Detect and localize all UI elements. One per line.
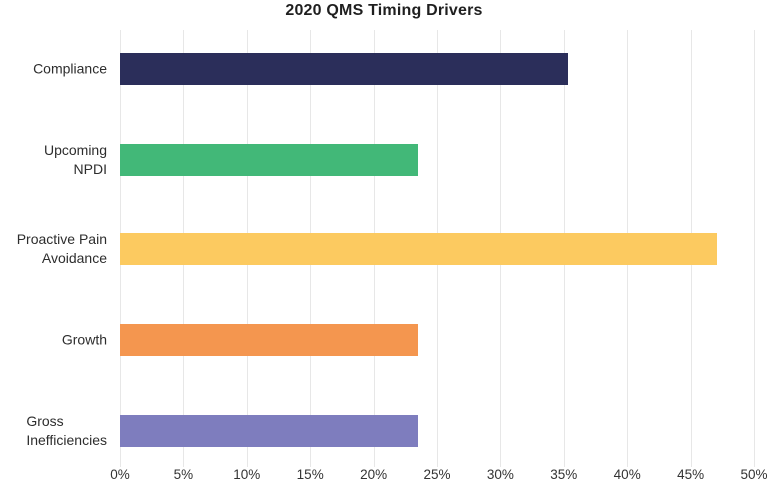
x-tick-label: 5% (173, 467, 194, 482)
x-tick-label: 30% (486, 467, 514, 482)
bar-upcoming-npdi (120, 144, 418, 176)
category-label: Compliance (33, 60, 107, 77)
bar-growth (120, 324, 418, 356)
category-label: Growth (61, 331, 107, 348)
x-tick-label: 35% (550, 467, 578, 482)
x-tick-label: 10% (233, 467, 261, 482)
x-tick-label: 50% (740, 467, 768, 482)
plot-area (120, 30, 755, 467)
bar-proactive-pain-avoidance (120, 233, 718, 265)
bar-compliance (120, 53, 568, 85)
x-tick-label: 40% (613, 467, 641, 482)
category-label: Proactive Pain Avoidance (16, 231, 107, 266)
bar-gross-inefficiencies (120, 415, 418, 447)
x-tick-label: 15% (296, 467, 324, 482)
category-label: Gross Inefficiencies (26, 413, 107, 448)
x-tick-label: 0% (110, 467, 130, 482)
x-tick-label: 45% (677, 467, 705, 482)
category-label: Upcoming NPDI (43, 142, 107, 177)
x-tick-label: 25% (423, 467, 451, 482)
chart-title: 2020 QMS Timing Drivers (285, 2, 483, 19)
x-tick-label: 20% (360, 467, 388, 482)
gridline (754, 30, 755, 467)
